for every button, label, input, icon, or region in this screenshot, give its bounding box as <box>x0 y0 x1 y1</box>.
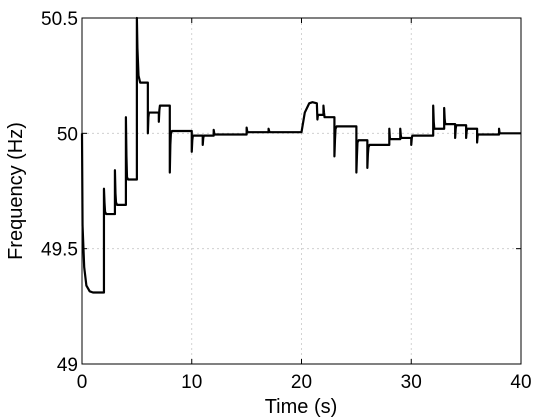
series-line <box>80 16 521 294</box>
axis-ticks <box>81 17 522 365</box>
x-tick-label: 40 <box>510 372 531 393</box>
tick-labels: 0 10 20 30 40 49 49.5 50 50.5 <box>41 9 532 393</box>
x-axis-label: Time (s) <box>265 396 338 418</box>
y-tick-label: 49 <box>57 355 78 376</box>
y-tick-label: 50 <box>57 124 78 145</box>
y-axis-label: Frequency (Hz) <box>5 122 27 260</box>
grid-lines <box>82 18 521 364</box>
y-tick-label: 50.5 <box>41 9 78 30</box>
data-layer <box>80 16 521 294</box>
x-tick-label: 10 <box>181 372 202 393</box>
x-tick-label: 0 <box>77 372 88 393</box>
y-tick-label: 49.5 <box>41 240 78 261</box>
x-tick-label: 20 <box>291 372 312 393</box>
x-tick-label: 30 <box>401 372 422 393</box>
